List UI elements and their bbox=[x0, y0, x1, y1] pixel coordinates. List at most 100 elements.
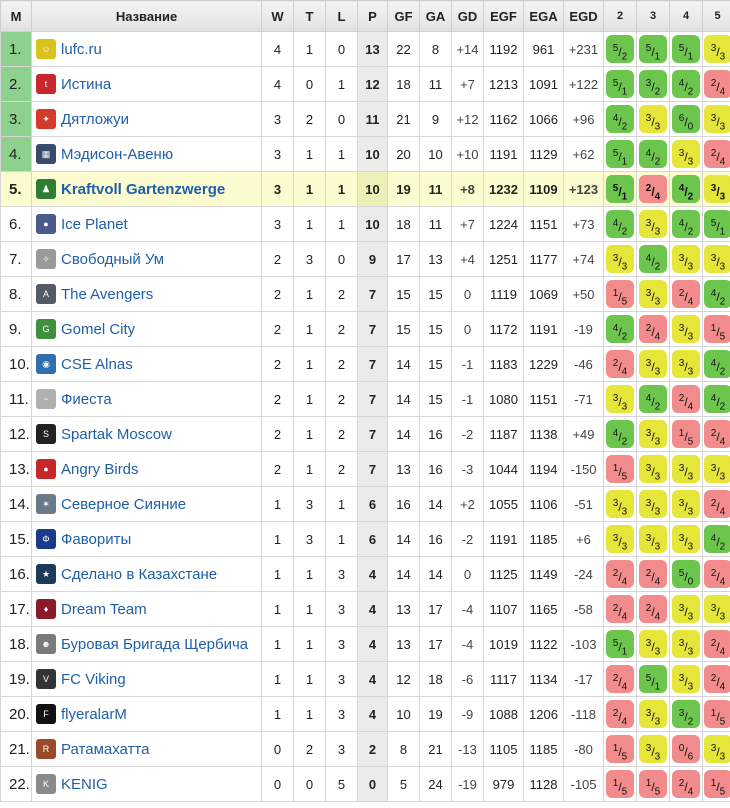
result-badge[interactable]: 2/4 bbox=[704, 70, 730, 98]
table-row[interactable]: 1. ☺ lufc.ru 4 1 0 13 22 8 +14 1192 961 +231 5/2 5/1 5/… bbox=[0, 31, 730, 67]
team-name-link[interactable]: Буровая Бригада Щербича bbox=[61, 635, 249, 653]
table-row[interactable]: 22. K KENIG 0 0 5 0 5 24 -19 979 1128 -105 1/5 1/5 2/4 1… bbox=[0, 766, 730, 802]
team-name-link[interactable]: Ice Planet bbox=[61, 215, 128, 233]
table-row[interactable]: 10. ◉ CSE Alnas 2 1 2 7 14 15 -1 1183 1229 -46 2/4 3/3… bbox=[0, 346, 730, 382]
header-ties[interactable]: T bbox=[293, 0, 326, 32]
result-badge[interactable]: 2/4 bbox=[672, 280, 700, 308]
header-wins[interactable]: W bbox=[261, 0, 294, 32]
result-badge[interactable]: 3/3 bbox=[704, 245, 730, 273]
result-badge[interactable]: 4/2 bbox=[639, 140, 667, 168]
result-badge[interactable]: 3/3 bbox=[704, 595, 730, 623]
result-badge[interactable]: 3/3 bbox=[606, 490, 634, 518]
team-name-link[interactable]: Дятложуи bbox=[61, 110, 129, 128]
result-badge[interactable]: 4/2 bbox=[639, 245, 667, 273]
result-badge[interactable]: 3/2 bbox=[639, 70, 667, 98]
team-name-link[interactable]: Истина bbox=[61, 75, 112, 93]
header-losses[interactable]: L bbox=[325, 0, 358, 32]
result-badge[interactable]: 3/3 bbox=[672, 455, 700, 483]
header-position[interactable]: M bbox=[0, 0, 32, 32]
result-badge[interactable]: 1/5 bbox=[704, 700, 730, 728]
result-badge[interactable]: 3/3 bbox=[639, 350, 667, 378]
result-badge[interactable]: 2/4 bbox=[704, 665, 730, 693]
result-badge[interactable]: 4/2 bbox=[704, 350, 730, 378]
header-egf[interactable]: EGF bbox=[483, 0, 524, 32]
result-badge[interactable]: 4/2 bbox=[606, 315, 634, 343]
result-badge[interactable]: 3/3 bbox=[672, 490, 700, 518]
header-team-name[interactable]: Название bbox=[31, 0, 262, 32]
table-row[interactable]: 18. ☻ Буровая Бригада Щербича 1 1 3 4 13 17 -4 101… bbox=[0, 626, 730, 662]
result-badge[interactable]: 3/3 bbox=[672, 350, 700, 378]
table-row[interactable]: 2. t Истина 4 0 1 12 18 11 +7 1213 1091 +122 5/1 3/2 4/… bbox=[0, 66, 730, 102]
table-row[interactable]: 5. ♟ Kraftvoll Gartenzwerge 3 1 1 10 19 11 +8 1232… bbox=[0, 171, 730, 207]
result-badge[interactable]: 3/3 bbox=[639, 105, 667, 133]
result-badge[interactable]: 4/2 bbox=[704, 385, 730, 413]
result-badge[interactable]: 0/6 bbox=[672, 735, 700, 763]
result-badge[interactable]: 3/2 bbox=[672, 700, 700, 728]
team-name-link[interactable]: Северное Сияние bbox=[61, 495, 187, 513]
result-badge[interactable]: 2/4 bbox=[704, 490, 730, 518]
team-name-link[interactable]: Kraftvoll Gartenzwerge bbox=[61, 180, 226, 198]
result-badge[interactable]: 2/4 bbox=[704, 560, 730, 588]
result-badge[interactable]: 3/3 bbox=[639, 630, 667, 658]
team-name-link[interactable]: lufc.ru bbox=[61, 40, 102, 58]
result-badge[interactable]: 3/3 bbox=[606, 525, 634, 553]
team-name-link[interactable]: Gomel City bbox=[61, 320, 136, 338]
result-badge[interactable]: 5/1 bbox=[639, 35, 667, 63]
team-name-link[interactable]: flyeralarM bbox=[61, 705, 127, 723]
team-name-link[interactable]: Свободный Ум bbox=[61, 250, 165, 268]
result-badge[interactable]: 4/2 bbox=[704, 280, 730, 308]
header-goals-for[interactable]: GF bbox=[387, 0, 420, 32]
result-badge[interactable]: 5/1 bbox=[639, 665, 667, 693]
result-badge[interactable]: 1/5 bbox=[672, 420, 700, 448]
result-badge[interactable]: 3/3 bbox=[672, 140, 700, 168]
result-badge[interactable]: 1/5 bbox=[704, 315, 730, 343]
table-row[interactable]: 9. G Gomel City 2 1 2 7 15 15 0 1172 1191 -19 4/2 2/4 3… bbox=[0, 311, 730, 347]
result-badge[interactable]: 1/5 bbox=[606, 770, 634, 798]
result-badge[interactable]: 2/4 bbox=[672, 385, 700, 413]
result-badge[interactable]: 4/2 bbox=[606, 210, 634, 238]
result-badge[interactable]: 3/3 bbox=[672, 630, 700, 658]
result-badge[interactable]: 3/3 bbox=[606, 385, 634, 413]
result-badge[interactable]: 1/5 bbox=[639, 770, 667, 798]
result-badge[interactable]: 3/3 bbox=[672, 665, 700, 693]
header-egd[interactable]: EGD bbox=[563, 0, 604, 32]
result-badge[interactable]: 2/4 bbox=[639, 315, 667, 343]
table-row[interactable]: 3. ✦ Дятложуи 3 2 0 11 21 9 +12 1162 1066 +96 4/2 3/3 6… bbox=[0, 101, 730, 137]
result-badge[interactable]: 2/4 bbox=[606, 560, 634, 588]
result-badge[interactable]: 3/3 bbox=[639, 420, 667, 448]
result-badge[interactable]: 3/3 bbox=[672, 595, 700, 623]
result-badge[interactable]: 2/4 bbox=[606, 700, 634, 728]
result-badge[interactable]: 3/3 bbox=[639, 455, 667, 483]
table-row[interactable]: 11. ~ Фиеста 2 1 2 7 14 15 -1 1080 1151 -71 3/3 4/2 2/4… bbox=[0, 381, 730, 417]
header-ega[interactable]: EGA bbox=[523, 0, 564, 32]
table-row[interactable]: 7. ✧ Свободный Ум 2 3 0 9 17 13 +4 1251 1177 +74 3/3 4… bbox=[0, 241, 730, 277]
result-badge[interactable]: 5/1 bbox=[606, 140, 634, 168]
result-badge[interactable]: 4/2 bbox=[606, 420, 634, 448]
result-badge[interactable]: 4/2 bbox=[672, 70, 700, 98]
result-badge[interactable]: 2/4 bbox=[606, 595, 634, 623]
team-name-link[interactable]: Angry Birds bbox=[61, 460, 139, 478]
header-goals-against[interactable]: GA bbox=[419, 0, 452, 32]
result-badge[interactable]: 5/1 bbox=[606, 630, 634, 658]
team-name-link[interactable]: Ратамахатта bbox=[61, 740, 150, 758]
team-name-link[interactable]: FC Viking bbox=[61, 670, 126, 688]
result-badge[interactable]: 5/1 bbox=[704, 210, 730, 238]
result-badge[interactable]: 3/3 bbox=[639, 490, 667, 518]
table-row[interactable]: 6. ● Ice Planet 3 1 1 10 18 11 +7 1224 1151 +73 4/2 3/… bbox=[0, 206, 730, 242]
result-badge[interactable]: 2/4 bbox=[704, 140, 730, 168]
table-row[interactable]: 13. ● Angry Birds 2 1 2 7 13 16 -3 1044 1194 -150 1/5… bbox=[0, 451, 730, 487]
result-badge[interactable]: 5/1 bbox=[672, 35, 700, 63]
header-goal-diff[interactable]: GD bbox=[451, 0, 484, 32]
table-row[interactable]: 14. ✶ Северное Сияние 1 3 1 6 16 14 +2 1055 1106 -51… bbox=[0, 486, 730, 522]
result-badge[interactable]: 4/2 bbox=[672, 175, 700, 203]
result-badge[interactable]: 3/3 bbox=[639, 700, 667, 728]
result-badge[interactable]: 2/4 bbox=[639, 595, 667, 623]
team-name-link[interactable]: Фиеста bbox=[61, 390, 112, 408]
result-badge[interactable]: 2/4 bbox=[606, 665, 634, 693]
result-badge[interactable]: 4/2 bbox=[672, 210, 700, 238]
result-badge[interactable]: 3/3 bbox=[672, 315, 700, 343]
result-badge[interactable]: 3/3 bbox=[606, 245, 634, 273]
result-badge[interactable]: 5/1 bbox=[606, 70, 634, 98]
result-badge[interactable]: 1/5 bbox=[606, 280, 634, 308]
result-badge[interactable]: 3/3 bbox=[704, 175, 730, 203]
